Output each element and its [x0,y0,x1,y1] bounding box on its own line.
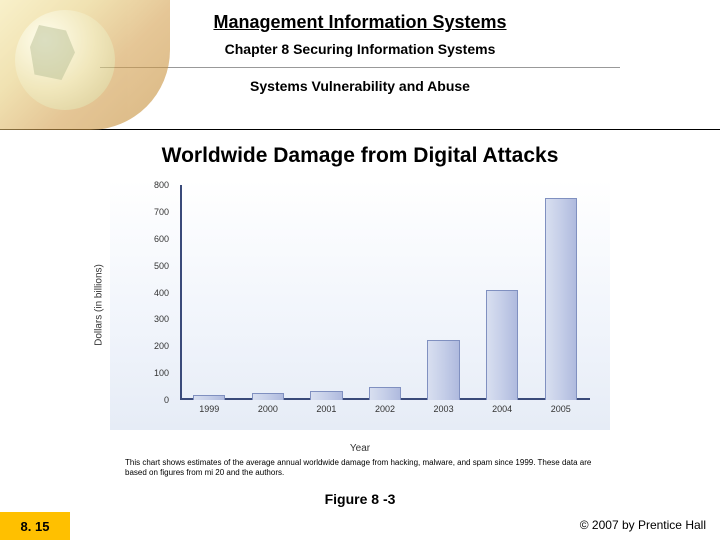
y-tick-label: 400 [154,288,169,298]
x-labels: 1999 2000 2001 2002 2003 2004 2005 [180,404,590,420]
page-number-badge: 8. 15 [0,512,70,540]
x-axis-title: Year [350,443,370,454]
chart-caption: This chart shows estimates of the averag… [125,458,600,477]
x-tick-label: 2003 [434,404,454,414]
y-tick-label: 200 [154,341,169,351]
chart-bar [369,387,401,400]
y-tick-label: 500 [154,261,169,271]
globe-decor [0,0,170,130]
header-divider [100,67,620,68]
footer: 8. 15 © 2007 by Prentice Hall [0,512,720,540]
chart-bar [193,395,225,400]
x-tick-label: 2005 [551,404,571,414]
figure-label: Figure 8 -3 [0,491,720,507]
y-axis-line [180,185,182,400]
chart-container: Dollars (in billions) 010020030040050060… [110,180,610,430]
y-tick-label: 300 [154,314,169,324]
chart-title: Worldwide Damage from Digital Attacks [0,144,720,168]
y-axis-label: Dollars (in billions) [93,264,104,346]
chart-bar [545,198,577,400]
chart-bar [310,391,342,400]
y-tick-label: 800 [154,180,169,190]
chart-bar [252,393,284,400]
x-tick-label: 1999 [199,404,219,414]
x-tick-label: 2000 [258,404,278,414]
y-ticks: 0 100 200 300 400 500 600 700 800 [145,180,175,430]
chart-plot [180,185,590,400]
chart-bar [486,290,518,400]
copyright: © 2007 by Prentice Hall [70,512,720,540]
y-tick-label: 700 [154,207,169,217]
y-tick-label: 600 [154,234,169,244]
x-tick-label: 2004 [492,404,512,414]
y-tick-label: 100 [154,368,169,378]
x-tick-label: 2002 [375,404,395,414]
header-area: Management Information Systems Chapter 8… [0,0,720,130]
chart-bar [427,340,459,400]
y-tick-label: 0 [164,395,169,405]
x-tick-label: 2001 [316,404,336,414]
